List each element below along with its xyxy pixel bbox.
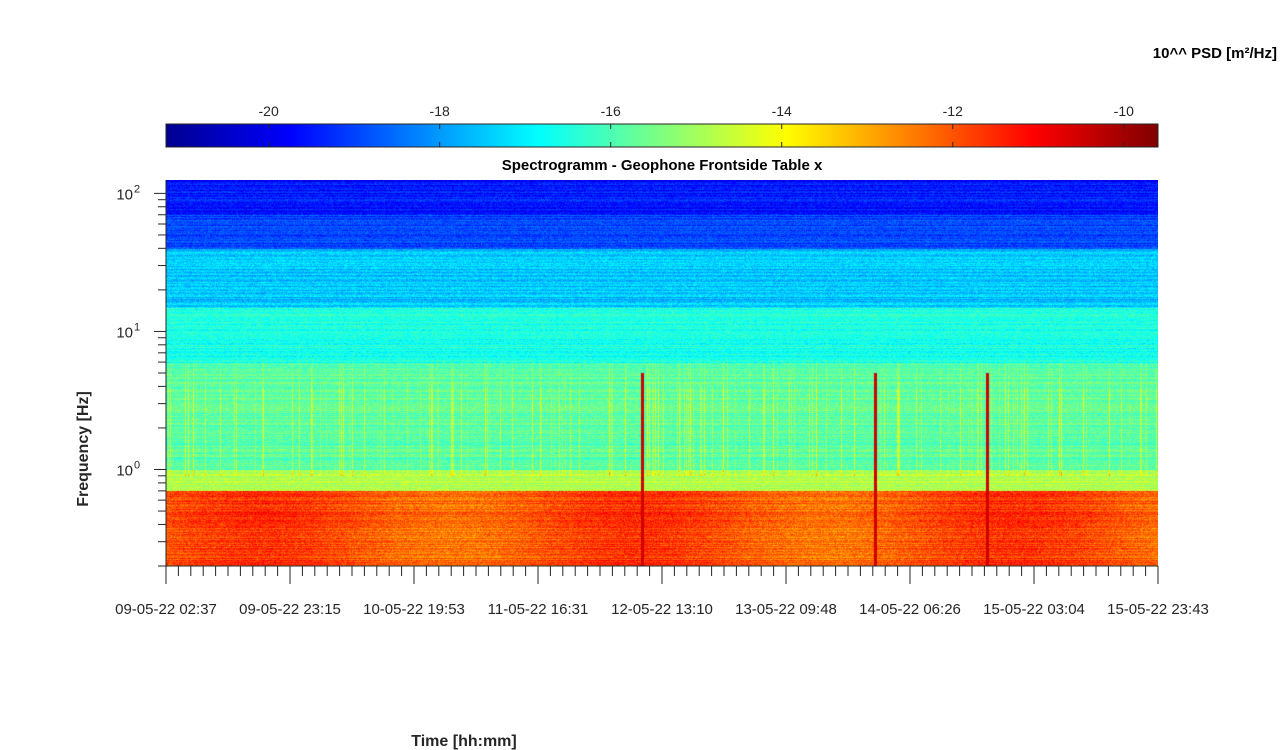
y-tick-base: 10 — [116, 186, 133, 203]
chart-title: Spectrogramm - Geophone Frontside Table … — [502, 157, 823, 174]
colorbar-gradient — [165, 123, 1159, 148]
colorbar-title: 10^^ PSD [m²/Hz] — [1153, 45, 1277, 62]
x-tick-label: 14-05-22 06:26 — [859, 601, 961, 618]
y-tick-exponent: 2 — [134, 183, 140, 195]
x-tick-label: 15-05-22 03:04 — [983, 601, 1085, 618]
y-tick-label: 10 — [116, 186, 133, 203]
colorbar-tick-label: -10 — [1114, 103, 1134, 119]
x-tick-label: 09-05-22 23:15 — [239, 601, 341, 618]
colorbar-tick-label: -18 — [430, 103, 450, 119]
x-tick-label: 09-05-22 02:37 — [115, 601, 217, 618]
x-tick-label: 10-05-22 19:53 — [363, 601, 465, 618]
y-tick-exponent: 0 — [134, 460, 140, 472]
plot-area — [166, 180, 1158, 566]
x-axis-label: Time [hh:mm] — [411, 733, 516, 750]
x-tick-label: 15-05-22 23:43 — [1107, 601, 1209, 618]
y-tick-exponent: 1 — [134, 321, 140, 333]
colorbar-tick-label: -20 — [259, 103, 279, 119]
colorbar-tick-label: -16 — [601, 103, 621, 119]
spectrogram-heatmap — [166, 180, 1158, 566]
x-tick-label: 12-05-22 13:10 — [611, 601, 713, 618]
y-tick-label: 10 — [116, 324, 133, 341]
y-tick-base: 10 — [116, 324, 133, 341]
x-tick-label: 13-05-22 09:48 — [735, 601, 837, 618]
x-axis: 09-05-22 02:37 09-05-22 23:15 10-05-22 19:… — [115, 565, 1209, 618]
x-tick-label: 11-05-22 16:31 — [488, 601, 589, 618]
colorbar-ticks: -20 -18 -16 -14 -12 -10 — [259, 103, 1134, 147]
colorbar: -20 -18 -16 -14 -12 -10 — [165, 103, 1159, 148]
colorbar-tick-label: -12 — [943, 103, 963, 119]
y-tick-base: 10 — [116, 463, 133, 480]
colorbar-tick-label: -14 — [772, 103, 792, 119]
y-tick-label: 10 — [116, 463, 133, 480]
y-axis-label: Frequency [Hz] — [75, 391, 92, 507]
